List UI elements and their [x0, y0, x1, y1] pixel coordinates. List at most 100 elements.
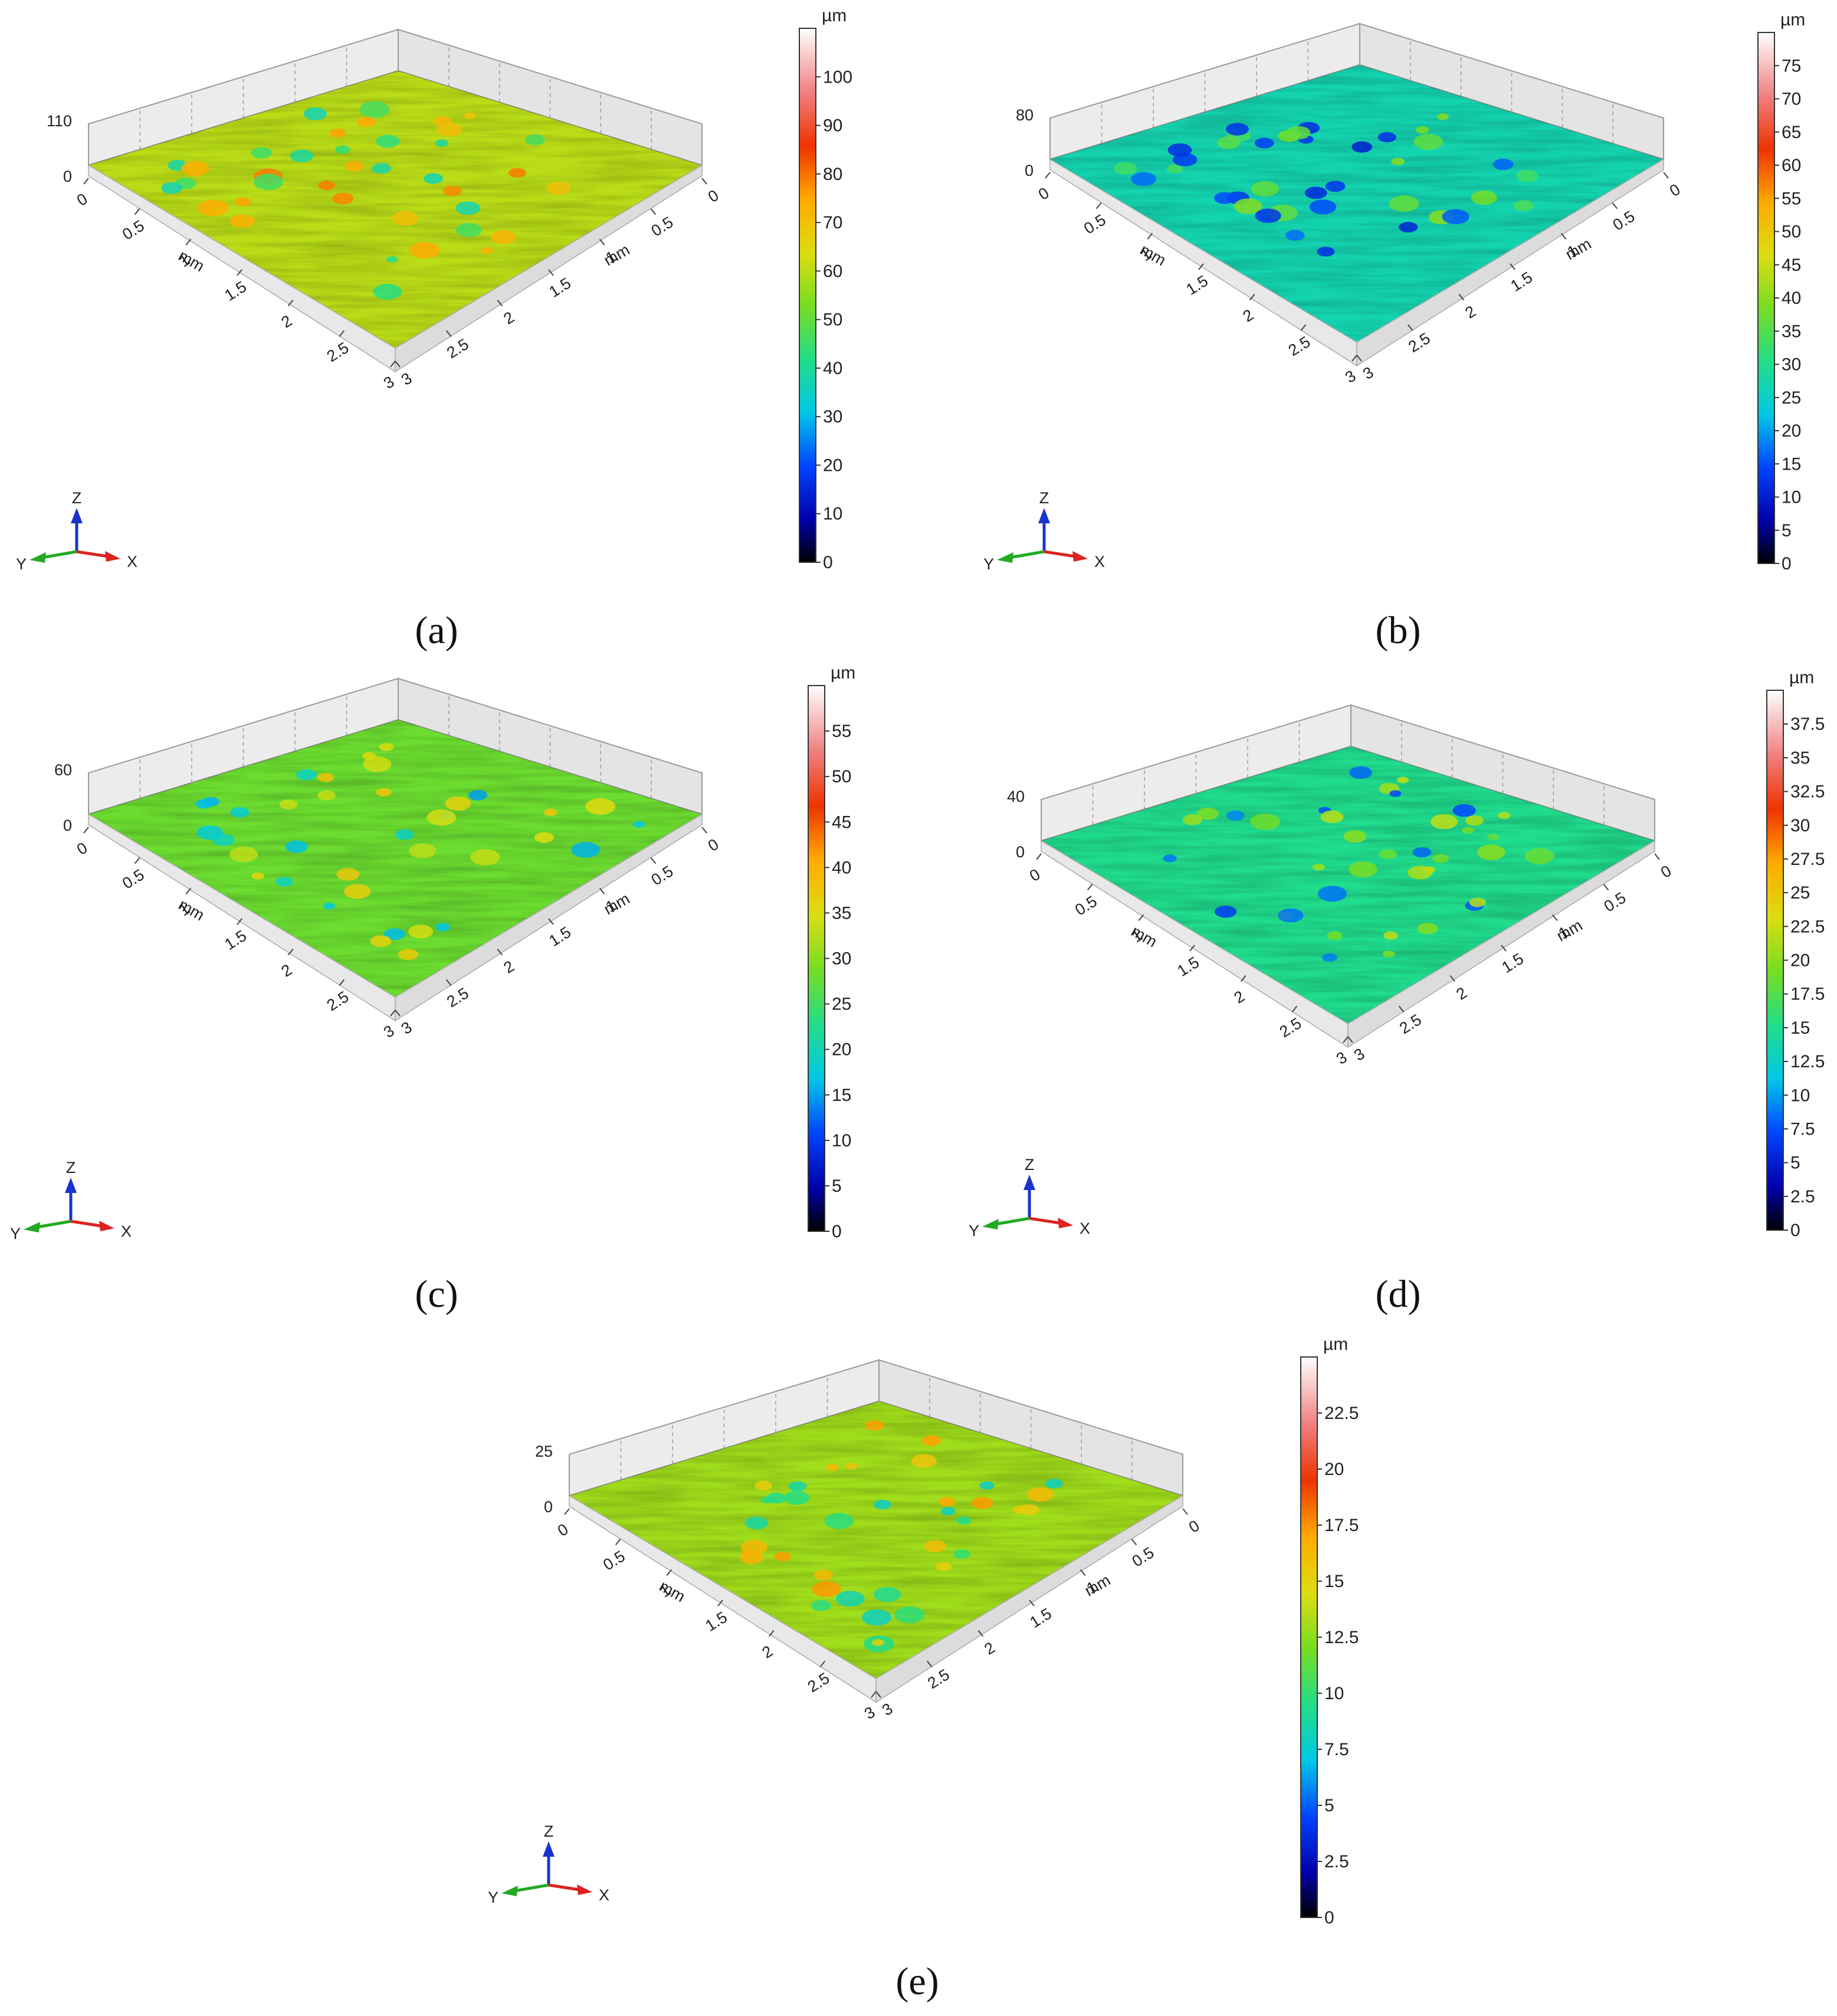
axis-tick	[1510, 263, 1515, 270]
axis-tick	[1198, 263, 1204, 270]
y-axis-tick-label: 0.5	[1610, 207, 1638, 234]
surface-pit	[811, 1599, 831, 1611]
z-axis-max-label: 25	[535, 1443, 553, 1460]
surface-peak	[1436, 113, 1449, 120]
surface-pit	[1226, 810, 1245, 821]
surface-peak	[251, 872, 264, 880]
colorbar-unit-label: µm	[1323, 1335, 1348, 1354]
triad-y-label: Y	[16, 555, 27, 573]
colorbar-tick-label: 50	[823, 310, 842, 330]
y-axis-tick-label: 2	[500, 957, 517, 976]
surface-peak	[1114, 162, 1137, 175]
axis-tick	[390, 360, 396, 368]
axis-tick	[237, 918, 242, 925]
surface-peak	[229, 846, 258, 863]
surface-pit	[376, 135, 400, 148]
surface-pit	[1255, 208, 1281, 223]
panel-label-a: (a)	[415, 609, 458, 652]
colorbar-tick-label: 27.5	[1790, 850, 1825, 869]
z-axis-max-label: 60	[54, 761, 72, 779]
axis-tick	[819, 1660, 826, 1667]
surface-pit	[161, 182, 182, 194]
panel-a: 110000.511.522.53mm00.511.522.53mmµm0102…	[16, 6, 852, 652]
axis-tick	[564, 1508, 570, 1515]
colorbar-tick-label: 40	[823, 359, 842, 378]
surface-peak	[546, 181, 571, 195]
axis-tick	[599, 887, 605, 894]
surface-pit	[783, 1490, 810, 1505]
surface-peak	[1462, 827, 1475, 834]
y-axis-tick-label: 0.5	[648, 862, 677, 889]
colorbar-tick-label: 15	[1790, 1018, 1810, 1038]
colorbar-unit-label: µm	[822, 6, 847, 25]
colorbar-tick-label: 50	[1782, 222, 1801, 242]
front-wall-right	[395, 813, 703, 1022]
surface-pit	[1167, 143, 1192, 157]
surface-peak	[1196, 807, 1219, 820]
colorbar	[799, 28, 816, 563]
surface-pit	[1255, 137, 1274, 149]
colorbar-tick-label: 80	[823, 165, 842, 184]
axis-tick	[287, 300, 294, 307]
axis-tick	[237, 269, 242, 276]
axis-triad: Z Y X	[16, 489, 137, 573]
y-axis-tick-label: 2.5	[924, 1666, 953, 1692]
y-axis-tick-label: 0	[1667, 181, 1684, 200]
surface-pit	[373, 284, 402, 300]
surface-pit	[386, 255, 398, 263]
axis-triad: Z Y X	[969, 1156, 1090, 1240]
surface-texture	[88, 720, 702, 997]
surface-peak	[871, 1639, 884, 1646]
surface-pit	[196, 825, 223, 840]
surface-peak	[1430, 814, 1458, 830]
axis-tick	[390, 1009, 396, 1017]
colorbar-tick-label: 17.5	[1324, 1516, 1359, 1535]
colorbar-tick-label: 0	[1782, 554, 1792, 573]
colorbar-tick-label: 12.5	[1790, 1052, 1825, 1071]
axis-tick	[977, 1630, 984, 1637]
axis-tick	[445, 330, 452, 337]
colorbar	[808, 685, 825, 1232]
triad-z-label: Z	[1025, 1156, 1035, 1173]
surface-pit	[303, 107, 327, 120]
axis-tick	[185, 238, 192, 245]
z-axis-zero-label: 0	[544, 1498, 553, 1516]
axis-tick	[395, 360, 401, 368]
triad-z-arrowhead	[1038, 508, 1050, 523]
surface-peak	[279, 799, 298, 810]
surface-peak	[1320, 810, 1344, 824]
surface-pit	[956, 1516, 972, 1525]
surface-texture	[88, 71, 702, 348]
axis-triad: Z Y X	[10, 1159, 132, 1243]
surface-peak	[1343, 830, 1367, 843]
surface-pit	[874, 1499, 892, 1510]
surface-peak	[1379, 849, 1398, 860]
surface-peak	[924, 1540, 947, 1553]
surface-pit	[1349, 766, 1372, 779]
x-axis-tick-label: 0	[1035, 184, 1052, 204]
z-axis-max-label: 80	[1016, 106, 1034, 124]
x-axis-unit-label: mm	[176, 896, 208, 924]
z-axis-zero-label: 0	[63, 168, 72, 185]
axis-tick	[1189, 945, 1195, 952]
y-axis-tick-label: 2.5	[444, 335, 472, 362]
x-axis-tick-label: 2.5	[1285, 333, 1314, 359]
triad-x-label: X	[599, 1886, 609, 1904]
surface-peak	[1516, 170, 1539, 182]
surface-peak	[490, 230, 516, 244]
colorbar-tick-label: 5	[1790, 1153, 1800, 1173]
surface-peak	[336, 868, 360, 881]
surface-pit	[873, 1586, 901, 1602]
y-axis-tick-label: 1.5	[546, 274, 574, 301]
surface-pit	[468, 789, 488, 801]
surface-peak	[1019, 1504, 1039, 1516]
surface-pit	[1285, 230, 1305, 241]
surface-pit	[1278, 908, 1304, 923]
triad-z-label: Z	[72, 489, 82, 507]
surface-peak	[740, 1539, 768, 1555]
colorbar-tick-label: 30	[823, 407, 842, 427]
surface-pit	[372, 163, 391, 174]
axis-triad: Z Y X	[983, 489, 1105, 573]
surface-peak	[1349, 861, 1377, 877]
colorbar-tick-label: 35	[832, 903, 851, 923]
